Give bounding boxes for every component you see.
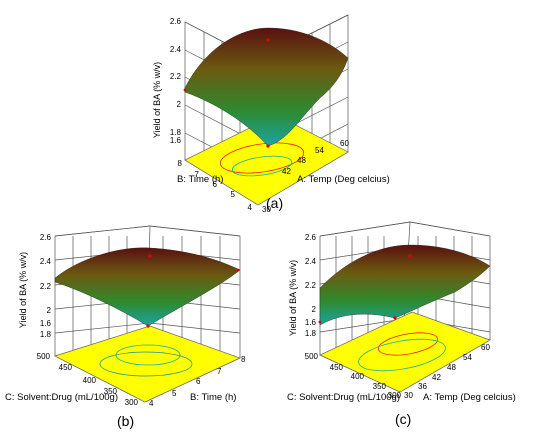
panel-a-contour-1	[219, 142, 305, 174]
z-axis-label: Yield of BA (% w/v)	[152, 62, 162, 138]
tick-label: 4	[248, 203, 253, 212]
panel-b: 2.6 2.4 2.2 2 1.8 1.6 Yield of BA (% w/v…	[5, 225, 246, 429]
tick-label: 5	[172, 389, 177, 398]
tick-label: 300	[388, 391, 402, 400]
panel-a-y-ticks: 8 7 6 5 4	[178, 159, 253, 212]
tick-label: 1.8	[170, 128, 182, 137]
panel-c-peak-point	[408, 254, 412, 258]
panel-c-z-ticks: 2.6 2.4 2.2 2 1.8 1.6	[305, 233, 317, 338]
tick-label: 2.6	[170, 17, 182, 26]
panel-b-z-ticks: 2.6 2.4 2.2 2 1.8 1.6	[40, 233, 52, 339]
panel-a-floor	[184, 114, 349, 206]
tick-label: 42	[432, 373, 441, 382]
tick-label: 350	[104, 387, 118, 396]
tick-label: 1.8	[305, 329, 317, 338]
panel-b-x-ticks: 4 5 6 7 8	[149, 355, 246, 408]
tick-label: 48	[447, 363, 456, 372]
tick-label: 6	[196, 377, 201, 386]
tick-label: 2.4	[170, 45, 182, 54]
tick-label: 1.8	[40, 330, 52, 339]
panel-a-surface	[184, 27, 349, 147]
tick-label: 30	[404, 391, 413, 400]
tick-label: 8	[178, 159, 183, 168]
path-mark	[417, 236, 473, 381]
z-axis-label: Yield of BA (% w/v)	[288, 260, 298, 336]
tick-label: 54	[315, 146, 324, 155]
tick-label: 450	[59, 363, 73, 372]
panel-c-contour-1	[378, 332, 438, 356]
y-axis-label: C: Solvent:Drug (mL/100g)	[287, 392, 400, 403]
tick-label: 2.4	[305, 257, 317, 266]
panel-label: (a)	[266, 195, 283, 211]
panel-a-corner-point	[266, 144, 270, 148]
panel-b-corner-point	[146, 324, 150, 328]
tick-label: 7	[217, 367, 222, 376]
tick-label: 2.2	[305, 281, 317, 290]
tick-label: 42	[282, 167, 291, 176]
tick-label: 400	[351, 372, 365, 381]
tick-label: 2.6	[305, 233, 317, 242]
tick-label: 2.2	[40, 282, 52, 291]
tick-label: 1.6	[305, 318, 317, 327]
tick-label: 60	[481, 343, 490, 352]
tick-label: 60	[340, 139, 349, 148]
panel-a: 2.6 2.4 2.2 2 1.8 1.6 Yield of BA (% w/v…	[152, 14, 390, 214]
tick-label: 2	[177, 100, 182, 109]
x-axis-label: A: Temp (Deg celcius)	[297, 174, 390, 185]
tick-label: 2.4	[40, 257, 52, 266]
panel-a-corner-point-left	[183, 88, 187, 92]
panel-c-contour-2	[358, 338, 446, 372]
path-mark	[72, 236, 128, 392]
panel-b-corner-point-right	[236, 268, 240, 272]
tick-label: 2	[312, 305, 317, 314]
tick-label: 54	[463, 353, 472, 362]
x-axis-label: B: Time (h)	[190, 392, 236, 403]
tick-label: 5	[231, 190, 236, 199]
path-mark	[54, 225, 241, 237]
panel-b-y-ticks: 500 450 400 350 300	[37, 352, 139, 407]
tick-label: 48	[297, 156, 306, 165]
panel-a-peak-point	[266, 38, 270, 42]
panel-b-surface	[54, 247, 241, 327]
panel-label: (b)	[117, 413, 134, 429]
tick-label: 450	[330, 363, 344, 372]
panel-c-y-ticks: 500 450 400 350 300	[305, 352, 402, 400]
panel-b-contour-2	[99, 351, 193, 377]
tick-label: 8	[241, 355, 246, 364]
tick-label: 350	[373, 382, 387, 391]
z-axis-label: Yield of BA (% w/v)	[18, 252, 28, 328]
tick-label: 6	[213, 180, 218, 189]
panel-a-contour-2	[231, 155, 293, 177]
tick-label: 300	[125, 398, 139, 407]
tick-label: 36	[418, 382, 427, 391]
tick-label: 1.6	[40, 319, 52, 328]
panel-c-x-ticks: 30 36 42 48 54 60	[404, 343, 490, 400]
panel-b-peak-point	[148, 254, 152, 258]
tick-label: 2.2	[170, 72, 182, 81]
tick-label: 30	[262, 205, 271, 214]
panel-c-surface	[319, 244, 491, 326]
tick-label: 500	[305, 352, 319, 361]
tick-label: 2	[47, 306, 52, 315]
tick-label: 7	[195, 170, 200, 179]
panel-b-floor	[54, 325, 241, 403]
panel-c-corner-point-left	[318, 320, 322, 324]
y-axis-label: C: Solvent:Drug (mL/100g)	[5, 392, 118, 403]
panel-c-corner-point	[393, 316, 397, 320]
panel-label: (c)	[395, 411, 411, 427]
panel-c: 2.6 2.4 2.2 2 1.8 1.6 Yield of BA (% w/v…	[287, 221, 516, 427]
panel-a-z-ticks: 2.6 2.4 2.2 2 1.8 1.6	[170, 17, 182, 145]
panel-c-floor	[319, 311, 491, 393]
tick-label: 1.6	[170, 136, 182, 145]
y-axis-label: B: Time (h)	[177, 174, 223, 185]
tick-label: 4	[149, 399, 154, 408]
path-mark	[319, 221, 491, 237]
tick-label: 400	[83, 376, 97, 385]
panel-a-x-ticks: 30 42 48 54 60	[262, 139, 349, 214]
x-axis-label: A: Temp (Deg celcius)	[423, 392, 516, 403]
tick-label: 500	[37, 352, 51, 361]
tick-label: 2.6	[40, 233, 52, 242]
